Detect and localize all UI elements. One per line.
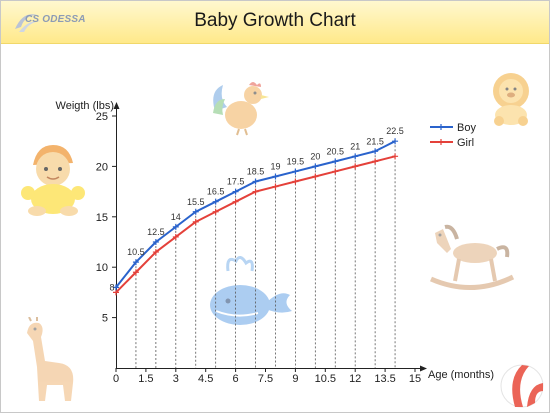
beach-ball-icon [500,364,544,408]
y-tick-label: 25 [96,111,108,123]
data-label: 22.5 [386,126,404,136]
y-tick-label: 5 [102,313,108,325]
x-axis-title: Age (months) [428,369,494,381]
data-label: 21 [350,141,360,151]
data-point-girl [232,198,239,205]
data-point-girl [192,218,199,225]
data-point-girl [152,249,159,256]
page-title: Baby Growth Chart [194,10,356,31]
x-tick-label: 10.5 [315,373,336,385]
x-tick-label: 13.5 [374,373,395,385]
data-label: 15.5 [187,197,205,207]
header-bar: CS ODESSA Baby Growth Chart [1,1,549,44]
series-line-girl [115,155,396,294]
y-tick-label: 10 [96,262,108,274]
x-tick-label: 15 [409,373,421,385]
data-point-boy [272,173,279,180]
data-label: 19.5 [287,156,305,166]
giraffe-icon [27,317,74,401]
data-point-boy [332,158,339,165]
data-point-girl [352,163,359,170]
data-point-boy [212,198,219,205]
rooster-icon [213,82,269,136]
x-tick-label: 3 [173,373,179,385]
data-point-girl [172,233,179,240]
lion-icon [493,73,529,126]
data-point-boy [152,239,159,245]
data-label: 10.5 [127,247,145,257]
legend-label-boy: Boy [457,122,476,134]
x-axis-arrow [420,365,427,372]
data-point-girl [312,173,319,180]
data-point-girl [272,183,279,190]
x-tick-label: 7.5 [258,373,273,385]
data-point-boy [252,178,259,185]
logo-swoosh-icon [15,14,41,32]
data-label: 20 [310,151,320,161]
baby-icon [21,145,85,216]
x-tick-label: 6 [233,373,239,385]
data-point-girl [113,289,119,296]
data-point-girl [132,269,139,276]
data-point-girl [392,153,399,160]
data-point-boy [372,148,379,155]
data-point-girl [212,208,219,215]
data-point-girl [292,178,299,185]
data-point-boy [132,259,139,266]
y-tick-label: 15 [96,212,108,224]
data-label: 18.5 [247,167,265,177]
legend-marker-girl [438,139,444,145]
whale-icon [210,256,292,325]
data-label: 16.5 [207,187,225,197]
legend-label-girl: Girl [457,137,474,149]
data-label: 21.5 [366,136,384,146]
data-point-boy [352,153,359,160]
data-point-boy [392,138,399,145]
data-point-boy [172,223,179,230]
data-label: 17.5 [227,177,245,187]
data-label: 14 [171,212,181,222]
data-point-girl [332,168,339,175]
data-label: 8 [109,282,114,292]
x-tick-label: 12 [349,373,361,385]
data-point-girl [372,158,379,165]
data-point-girl [252,188,259,195]
data-point-boy [312,163,319,170]
logo-text: CS ODESSA [25,14,86,25]
legend-marker-boy [438,124,444,130]
data-point-boy [113,284,119,291]
x-tick-label: 1.5 [138,373,153,385]
data-label: 19 [270,161,280,171]
y-axis-title: Weigth (lbs) [56,100,114,112]
x-tick-label: 0 [113,373,119,385]
data-label: 12.5 [147,227,165,237]
y-tick-label: 20 [96,161,108,173]
data-point-boy [292,168,299,175]
rocking-horse-icon [429,224,515,290]
x-tick-label: 4.5 [198,373,213,385]
data-point-boy [232,188,239,195]
y-axis-arrow [113,102,120,109]
x-tick-label: 9 [292,373,298,385]
data-label: 20.5 [327,146,345,156]
data-point-boy [192,208,199,215]
